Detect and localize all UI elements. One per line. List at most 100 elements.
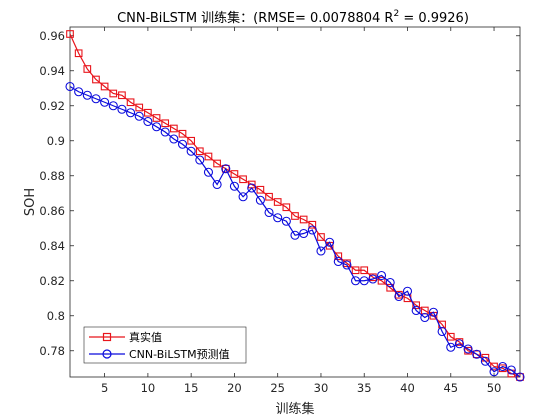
data-point-predicted <box>264 207 274 218</box>
data-point-predicted <box>65 81 75 92</box>
data-point-predicted <box>489 367 499 377</box>
y-tick-label: 0.94 <box>39 64 65 78</box>
data-point-predicted <box>446 342 456 352</box>
data-point-actual <box>135 103 144 112</box>
data-point-predicted <box>506 365 516 375</box>
data-point-actual <box>92 75 100 84</box>
data-point-predicted <box>82 90 92 100</box>
chart-title-main: CNN-BiLSTM 训练集：(RMSE= 0.0078804 R <box>117 10 393 26</box>
data-point-predicted <box>359 276 369 286</box>
data-point-predicted <box>74 87 84 97</box>
data-point-actual <box>490 362 498 371</box>
data-point-actual <box>377 276 386 285</box>
data-point-actual <box>74 49 83 58</box>
data-point-actual <box>187 136 196 145</box>
data-point-predicted <box>91 94 101 104</box>
x-tick-label: 25 <box>270 381 285 395</box>
y-tick-label: 0.9 <box>47 134 65 148</box>
data-point-predicted <box>229 181 239 191</box>
data-point-actual <box>178 129 187 138</box>
x-tick-label: 35 <box>357 381 372 395</box>
data-point-predicted <box>428 307 439 317</box>
data-point-actual <box>308 220 317 229</box>
data-point-actual <box>351 266 360 275</box>
chart-title-superscript: 2 <box>393 9 399 19</box>
data-point-predicted <box>126 108 136 118</box>
data-point-predicted <box>151 122 162 132</box>
data-point-predicted <box>281 216 291 226</box>
data-point-predicted <box>463 344 473 354</box>
data-point-predicted <box>402 286 413 296</box>
data-point-predicted <box>160 127 170 137</box>
data-point-actual <box>66 30 74 38</box>
data-point-predicted <box>143 116 153 127</box>
y-tick-label: 0.88 <box>39 169 65 183</box>
chart-title-tail: = 0.9926) <box>399 11 469 26</box>
y-tick-label: 0.78 <box>39 344 65 358</box>
data-point-predicted <box>177 139 188 149</box>
data-point-predicted <box>195 155 205 165</box>
plot-area <box>69 26 521 378</box>
data-point-actual <box>472 350 481 359</box>
series-layer <box>65 30 525 382</box>
data-point-predicted <box>420 312 430 323</box>
data-point-actual <box>126 98 135 107</box>
data-point-actual <box>195 147 204 156</box>
data-point-actual <box>118 91 126 100</box>
data-point-actual <box>204 152 213 161</box>
data-point-predicted <box>100 97 110 107</box>
legend-label-actual: 真实值 <box>129 330 162 344</box>
x-axis-label: 训练集 <box>275 401 314 417</box>
y-tick-label: 0.82 <box>39 274 65 288</box>
series-predicted <box>65 81 525 382</box>
data-point-predicted <box>273 213 283 223</box>
data-point-predicted <box>299 228 309 239</box>
legend-label-predicted: CNN-BiLSTM预测值 <box>129 348 230 361</box>
x-tick-label: 30 <box>314 381 329 395</box>
data-point-actual <box>317 233 325 241</box>
data-point-actual <box>109 89 118 98</box>
data-point-predicted <box>238 192 248 202</box>
data-point-actual <box>161 119 170 128</box>
data-point-predicted <box>515 372 525 382</box>
data-point-actual <box>265 192 273 201</box>
y-tick-label: 0.96 <box>39 29 65 43</box>
data-point-actual <box>291 212 299 220</box>
data-point-actual <box>230 170 239 178</box>
data-point-predicted <box>411 305 421 316</box>
x-tick-label: 50 <box>487 381 502 395</box>
data-point-actual <box>282 203 291 212</box>
x-tick-label: 15 <box>184 381 199 395</box>
data-point-predicted <box>203 167 214 177</box>
data-point-predicted <box>454 339 464 349</box>
data-point-predicted <box>394 291 404 302</box>
data-point-predicted <box>498 361 508 372</box>
x-tick-label: 5 <box>101 381 108 395</box>
data-point-predicted <box>221 164 231 174</box>
data-point-predicted <box>108 101 118 111</box>
y-tick-label: 0.8 <box>47 309 65 323</box>
data-point-predicted <box>385 277 395 288</box>
y-tick-label: 0.84 <box>39 239 65 253</box>
data-point-actual <box>100 82 109 91</box>
x-axis: 5 10 15 20 25 30 35 40 45 50 <box>101 27 501 395</box>
series-line-predicted <box>69 85 521 378</box>
data-point-actual <box>516 373 524 381</box>
data-point-predicted <box>472 349 482 359</box>
data-point-predicted <box>333 256 343 267</box>
legend-marker-predicted <box>102 349 112 359</box>
data-point-predicted <box>316 246 326 256</box>
data-point-actual <box>334 252 343 261</box>
data-point-actual <box>446 332 455 341</box>
legend: 真实值 CNN-BiLSTM预测值 <box>83 326 247 364</box>
data-point-actual <box>299 215 308 224</box>
x-tick-label: 20 <box>227 381 242 395</box>
data-point-actual <box>221 164 230 173</box>
data-point-predicted <box>247 183 257 193</box>
legend-marker-actual <box>102 332 112 342</box>
data-point-predicted <box>325 237 335 247</box>
data-point-actual <box>273 198 282 206</box>
chart-title: CNN-BiLSTM 训练集：(RMSE= 0.0078804 R2 = 0.9… <box>117 9 469 26</box>
data-point-actual <box>412 301 421 310</box>
